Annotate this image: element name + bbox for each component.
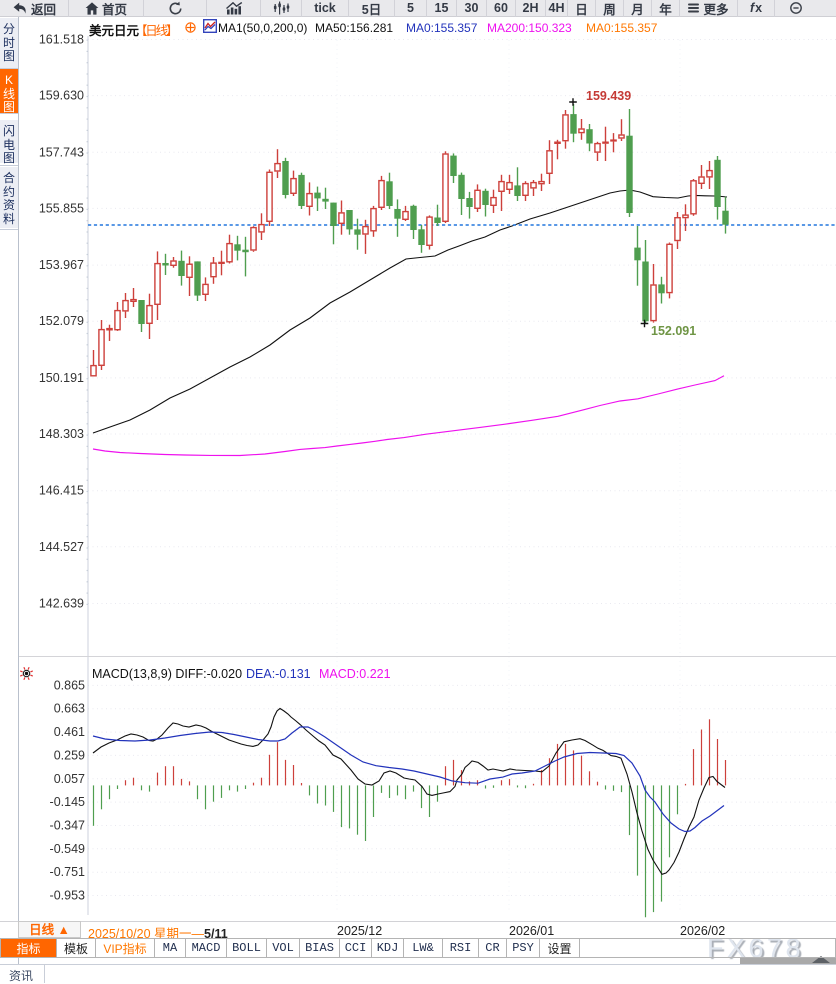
svg-text:0.057: 0.057 xyxy=(54,772,85,786)
svg-text:157.743: 157.743 xyxy=(39,145,84,159)
svg-text:0.865: 0.865 xyxy=(54,678,85,692)
svg-text:-0.145: -0.145 xyxy=(50,795,85,809)
svg-text:148.303: 148.303 xyxy=(39,427,84,441)
svg-text:159.630: 159.630 xyxy=(39,89,84,103)
svg-text:152.091: 152.091 xyxy=(651,324,696,338)
svg-text:144.527: 144.527 xyxy=(39,540,84,554)
svg-text:-0.751: -0.751 xyxy=(50,865,85,879)
svg-text:150.191: 150.191 xyxy=(39,371,84,385)
svg-text:0.663: 0.663 xyxy=(54,702,85,716)
svg-text:0.461: 0.461 xyxy=(54,725,85,739)
svg-text:-0.953: -0.953 xyxy=(50,889,85,903)
svg-text:159.439: 159.439 xyxy=(586,89,631,103)
svg-text:-0.549: -0.549 xyxy=(50,842,85,856)
svg-text:152.079: 152.079 xyxy=(39,314,84,328)
svg-text:-0.347: -0.347 xyxy=(50,819,85,833)
svg-text:0.259: 0.259 xyxy=(54,748,85,762)
svg-text:142.639: 142.639 xyxy=(39,597,84,611)
svg-text:161.518: 161.518 xyxy=(39,33,84,47)
svg-text:153.967: 153.967 xyxy=(39,258,84,272)
svg-text:155.855: 155.855 xyxy=(39,201,84,215)
svg-text:146.415: 146.415 xyxy=(39,484,84,498)
